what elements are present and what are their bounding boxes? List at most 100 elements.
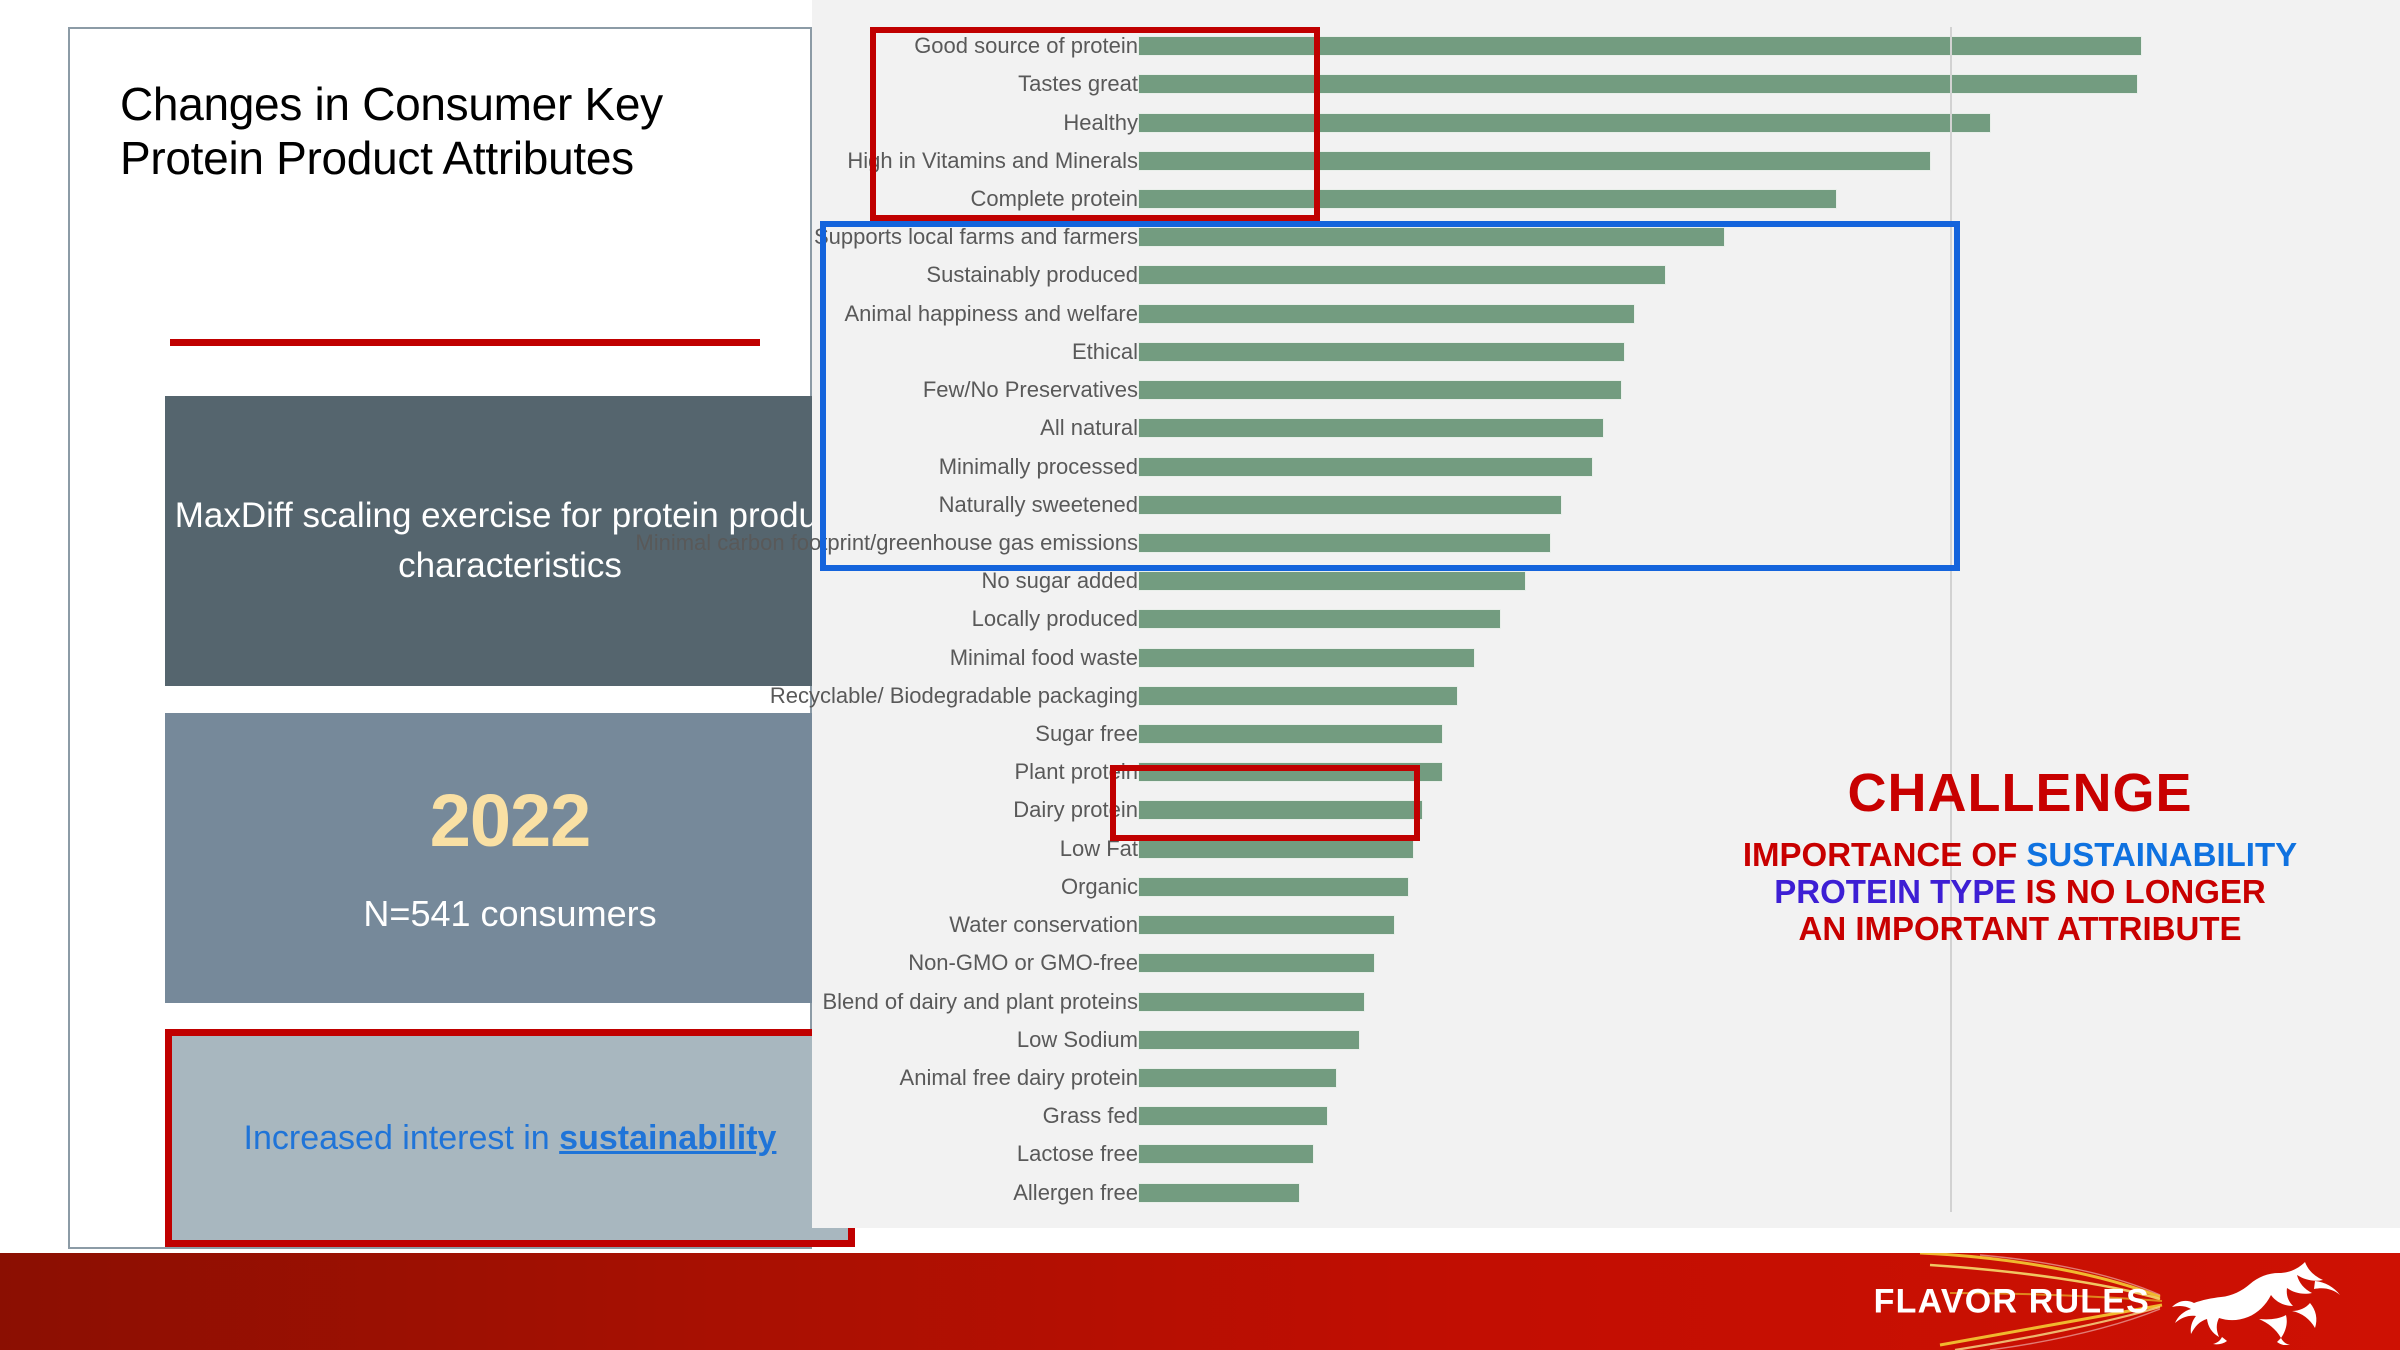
chart-bar — [1138, 265, 1667, 286]
chart-row-label: Few/No Preservatives — [922, 377, 1138, 403]
chart-row: Tastes great — [812, 65, 2400, 103]
chart-bar-track — [1138, 791, 2400, 829]
chart-row: Non-GMO or GMO-free — [812, 944, 2400, 982]
chart-bar-track — [1138, 486, 2400, 524]
chart-row-label: Plant protein — [1014, 759, 1138, 785]
chart-row-label: Blend of dairy and plant proteins — [822, 988, 1138, 1014]
year-value: 2022 — [429, 779, 592, 862]
chart-row: Low Sodium — [812, 1021, 2400, 1059]
chart-row-label: Healthy — [1063, 109, 1138, 135]
chart-bar — [1138, 494, 1562, 515]
chart-bar — [1138, 1182, 1300, 1203]
chart-rows-container: Good source of protein Tastes great Health… — [635, 27, 2400, 1212]
chart-row: Few/No Preservatives — [812, 371, 2400, 409]
chart-bar — [1138, 456, 1593, 477]
chart-bar — [1138, 800, 1424, 821]
chart-bar-track — [1138, 715, 2400, 753]
challenge-heading: CHALLENGE — [1847, 763, 2193, 823]
chart-bar — [1138, 418, 1604, 439]
footer-banner: FLAVOR RULES — [0, 1253, 2400, 1350]
chart-bar-track — [1138, 677, 2400, 715]
chart-row: Minimal carbon footprint/greenhouse gas … — [635, 524, 2400, 562]
chart-row: Organic — [812, 868, 2400, 906]
sample-size: N=541 consumers — [363, 893, 657, 934]
page-title: Changes in Consumer Key Protein Product … — [120, 78, 663, 185]
brand-label: FLAVOR RULES — [1873, 1282, 2150, 1320]
chart-bar-track — [1138, 409, 2400, 447]
chart-bar — [1138, 1144, 1314, 1165]
challenge-line: IMPORTANCE OF SUSTAINABILITY — [1650, 836, 2390, 873]
dragon-icon — [2172, 1261, 2340, 1345]
chart-row-label: All natural — [1040, 415, 1138, 441]
chart-bar-track — [1138, 868, 2400, 906]
chart-row-label: Low Sodium — [1016, 1026, 1138, 1052]
challenge-segment: PROTEIN TYPE — [1774, 872, 2026, 910]
chart-row-label: Animal happiness and welfare — [844, 300, 1138, 326]
chart-row-label: Naturally sweetened — [938, 491, 1138, 517]
chart-row: All natural — [812, 409, 2400, 447]
chart-row-label: Water conservation — [949, 912, 1138, 938]
challenge-line: PROTEIN TYPE IS NO LONGER — [1650, 873, 2390, 910]
chart-row-label: Low Fat — [1059, 835, 1138, 861]
chart-row: Ethical — [812, 333, 2400, 371]
chart-row-label: Sugar free — [1035, 721, 1138, 747]
chart-bar — [1138, 876, 1410, 897]
insight-box: Increased interest in sustainability — [165, 1029, 855, 1247]
chart-row-label: Non-GMO or GMO-free — [908, 950, 1138, 976]
chart-row-label: No sugar added — [981, 568, 1138, 594]
chart-bar — [1138, 227, 1726, 248]
chart-row-label: Organic — [1060, 873, 1138, 899]
chart-bar — [1138, 571, 1526, 592]
challenge-segment: AN IMPORTANT ATTRIBUTE — [1798, 910, 2242, 948]
chart-bar — [1138, 953, 1375, 974]
chart-row: Blend of dairy and plant proteins — [812, 982, 2400, 1020]
chart-bar-track — [1138, 27, 2400, 65]
chart-bar — [1138, 838, 1415, 859]
chart-row: Locally produced — [812, 600, 2400, 638]
method-box-text: MaxDiff scaling exercise for protein pro… — [174, 496, 846, 585]
challenge-segment: SUSTAINABILITY — [2026, 835, 2298, 873]
chart-bar-track — [1138, 600, 2400, 638]
chart-bar-track — [1138, 333, 2400, 371]
challenge-line: AN IMPORTANT ATTRIBUTE — [1650, 910, 2390, 947]
chart-bar — [1138, 380, 1622, 401]
chart-bar-track — [1138, 103, 2400, 141]
chart-bar — [1138, 150, 1932, 171]
chart-row-label: Tastes great — [1018, 71, 1138, 97]
chart-row-label: Animal free dairy protein — [899, 1065, 1138, 1091]
chart-bar — [1138, 762, 1444, 783]
chart-row: Lactose free — [812, 1135, 2400, 1173]
chart-bar — [1138, 36, 2142, 57]
chart-row: Recyclable/ Biodegradable packaging — [770, 677, 2400, 715]
chart-bar — [1138, 188, 1837, 209]
chart-row-label: Good source of protein — [914, 33, 1138, 59]
chart-row: High in Vitamins and Minerals — [812, 142, 2400, 180]
chart-row-label: Minimally processed — [938, 453, 1138, 479]
chart-row: Sustainably produced — [812, 256, 2400, 294]
chart-bar — [1138, 685, 1459, 706]
chart-row: Allergen free — [812, 1174, 2400, 1212]
chart-bar-track — [1138, 906, 2400, 944]
chart-bar — [1138, 1068, 1337, 1089]
chart-row-label: Sustainably produced — [926, 262, 1138, 288]
chart-bar-track — [1138, 1174, 2400, 1212]
chart-bar-track — [1138, 371, 2400, 409]
chart-bar — [1138, 609, 1502, 630]
chart-row-label: Minimal carbon footprint/greenhouse gas … — [635, 529, 1138, 555]
chart-row: Minimally processed — [812, 447, 2400, 485]
challenge-lines: IMPORTANCE OF SUSTAINABILITY PROTEIN TYPE… — [1650, 836, 2390, 948]
chart-row-label: Locally produced — [971, 606, 1138, 632]
chart-row-label: Recyclable/ Biodegradable packaging — [769, 682, 1138, 708]
chart-row-label: Supports local farms and farmers — [813, 224, 1138, 250]
left-info-panel: Changes in Consumer Key Protein Product … — [68, 27, 855, 1249]
chart-row: Dairy protein — [812, 791, 2400, 829]
chart-bar-track — [1138, 447, 2400, 485]
chart-row: Water conservation — [812, 906, 2400, 944]
chart-row-label: Dairy protein — [1013, 797, 1138, 823]
chart-row: Naturally sweetened — [812, 486, 2400, 524]
chart-row-label: High in Vitamins and Minerals — [847, 147, 1138, 173]
chart-row-label: Ethical — [1071, 338, 1138, 364]
challenge-segment: IMPORTANCE OF — [1742, 835, 2027, 873]
chart-bar — [1138, 532, 1551, 553]
chart-row: Healthy — [812, 103, 2400, 141]
